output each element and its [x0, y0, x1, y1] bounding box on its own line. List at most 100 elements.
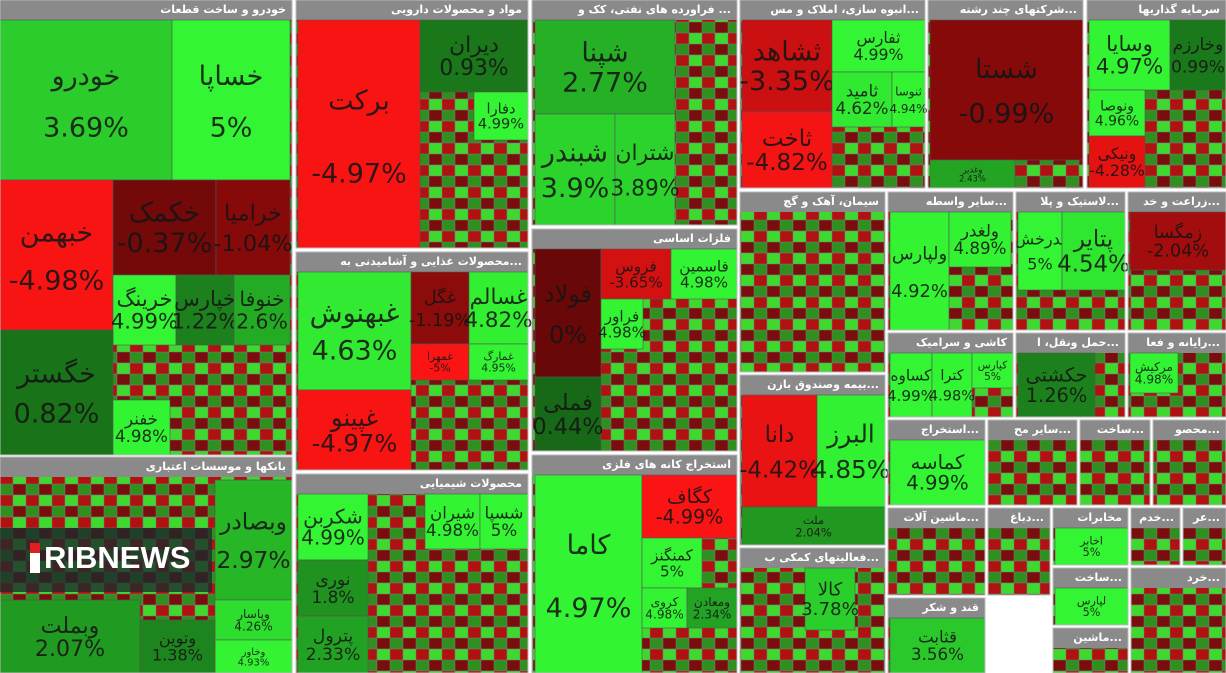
sector-title: شرکتهای چند رشته...	[960, 3, 1077, 16]
tile-change: 4.96%	[1095, 113, 1139, 129]
sector: محصولات غذایی و آشامیدنی به... غبهنوش 4.63…	[295, 251, 533, 471]
tile-name: کاما	[567, 530, 611, 561]
tile	[741, 394, 818, 508]
tile-name: خپارس	[174, 286, 236, 311]
sector-border	[1052, 567, 1129, 626]
tile-change: 4.89%	[954, 239, 1007, 258]
tile-name: غبهنوش	[310, 298, 400, 329]
tile	[600, 248, 672, 300]
tile	[804, 567, 856, 631]
tile-change: 5%	[984, 371, 1001, 383]
tile-change: -4.97%	[312, 428, 398, 457]
tile-name: وتوین	[159, 629, 196, 649]
sector: بیمه وصندوق بازن... دانا -4.42%البرز 4.85% م…	[739, 374, 890, 546]
sector-border	[0, 0, 293, 456]
tile-name: شبندر	[540, 137, 608, 168]
sector-title: حمل ونقل، ا...	[1037, 336, 1119, 349]
tile-change: 2.04%	[795, 525, 832, 539]
sector-title: سایر مح...	[1014, 423, 1071, 436]
tile	[297, 559, 369, 617]
tile-name: پدرخش	[1015, 230, 1066, 250]
tile	[479, 493, 529, 550]
sector-body	[1080, 440, 1150, 505]
tile-change: 2.34%	[693, 608, 731, 622]
tile-change: 5%	[491, 521, 517, 540]
sector-border	[987, 507, 1051, 596]
sector-border	[739, 374, 886, 546]
tile	[534, 248, 602, 378]
tile	[831, 71, 893, 128]
tile	[112, 179, 217, 276]
sector-border	[0, 456, 293, 673]
tile-name: شکربن	[303, 504, 363, 528]
tile-name: وخاور	[241, 647, 266, 658]
tile-change: 4.63%	[312, 336, 398, 367]
tile-name: حکشتی	[1026, 364, 1088, 387]
tile-change: 2.07%	[35, 636, 105, 662]
tile	[686, 587, 738, 629]
tile-name: غمهرا	[427, 350, 453, 363]
tile-change: 5%	[660, 563, 684, 581]
sector: خرد...	[1130, 567, 1226, 673]
tile-name: لپارس	[1077, 594, 1106, 607]
tile-name: خبهمن	[20, 218, 93, 249]
tile-name: خنوفا	[239, 287, 284, 311]
sector-header	[1128, 192, 1226, 212]
tile-change: -5%	[429, 361, 450, 374]
sector-border	[739, 547, 886, 673]
tile-name: دفارا	[487, 101, 516, 117]
sector-border	[1130, 567, 1226, 673]
sector: انبوه سازی، املاک و مس... ثشاهد-3.35% ثفار…	[739, 0, 928, 189]
sector-title: خرد...	[1187, 571, 1220, 584]
sector: سیمان، آهک و گچ	[739, 191, 886, 373]
tile	[297, 493, 369, 561]
tile	[410, 343, 470, 381]
tile	[614, 113, 676, 226]
sector-border	[1015, 332, 1126, 418]
sector-header	[888, 192, 1013, 212]
tile	[1169, 19, 1226, 91]
tile-change: 4.98%	[426, 521, 479, 540]
tile-name: خودرو	[50, 61, 121, 92]
tile-change: -4.98%	[9, 266, 105, 297]
sector-header	[296, 252, 528, 272]
tile	[831, 19, 926, 73]
tile-name: برکت	[328, 86, 390, 117]
tile-name: وبصادر	[219, 508, 287, 536]
tile-change: -4.42%	[739, 458, 819, 484]
tile-name: ومعادن	[694, 595, 730, 610]
tile-name: خکمک	[129, 198, 200, 229]
sector-title: زراعت و خد...	[1143, 195, 1220, 208]
tile	[971, 352, 1014, 389]
sector-title: انبوه سازی، املاک و مس...	[770, 3, 919, 16]
tile	[534, 19, 676, 115]
tile-name: غپینو	[330, 403, 378, 432]
tile-change: 4.99%	[887, 387, 936, 405]
tile-name: دانا	[765, 422, 795, 448]
tile-change: 4.54%	[1057, 252, 1130, 278]
sector-title: سرمایه گذاریها	[1138, 3, 1220, 16]
sector-title: رایانه و فعا...	[1146, 336, 1220, 349]
watermark: RIBNEWS	[0, 528, 212, 592]
sector-border	[987, 419, 1078, 506]
sector-header	[532, 455, 737, 475]
sector-border	[295, 0, 529, 249]
tile	[948, 211, 1012, 268]
sector: بانکها و موسسات اعتباری وبصادر 2.97% وبملت2…	[0, 456, 293, 673]
tile	[297, 615, 369, 673]
sector-header	[1183, 508, 1226, 528]
tile-change: 5%	[1083, 606, 1101, 619]
tile	[534, 376, 602, 452]
sector-header	[888, 598, 985, 618]
tile-name: خرینگ	[116, 287, 172, 312]
tile	[468, 343, 529, 381]
tile	[741, 19, 833, 113]
